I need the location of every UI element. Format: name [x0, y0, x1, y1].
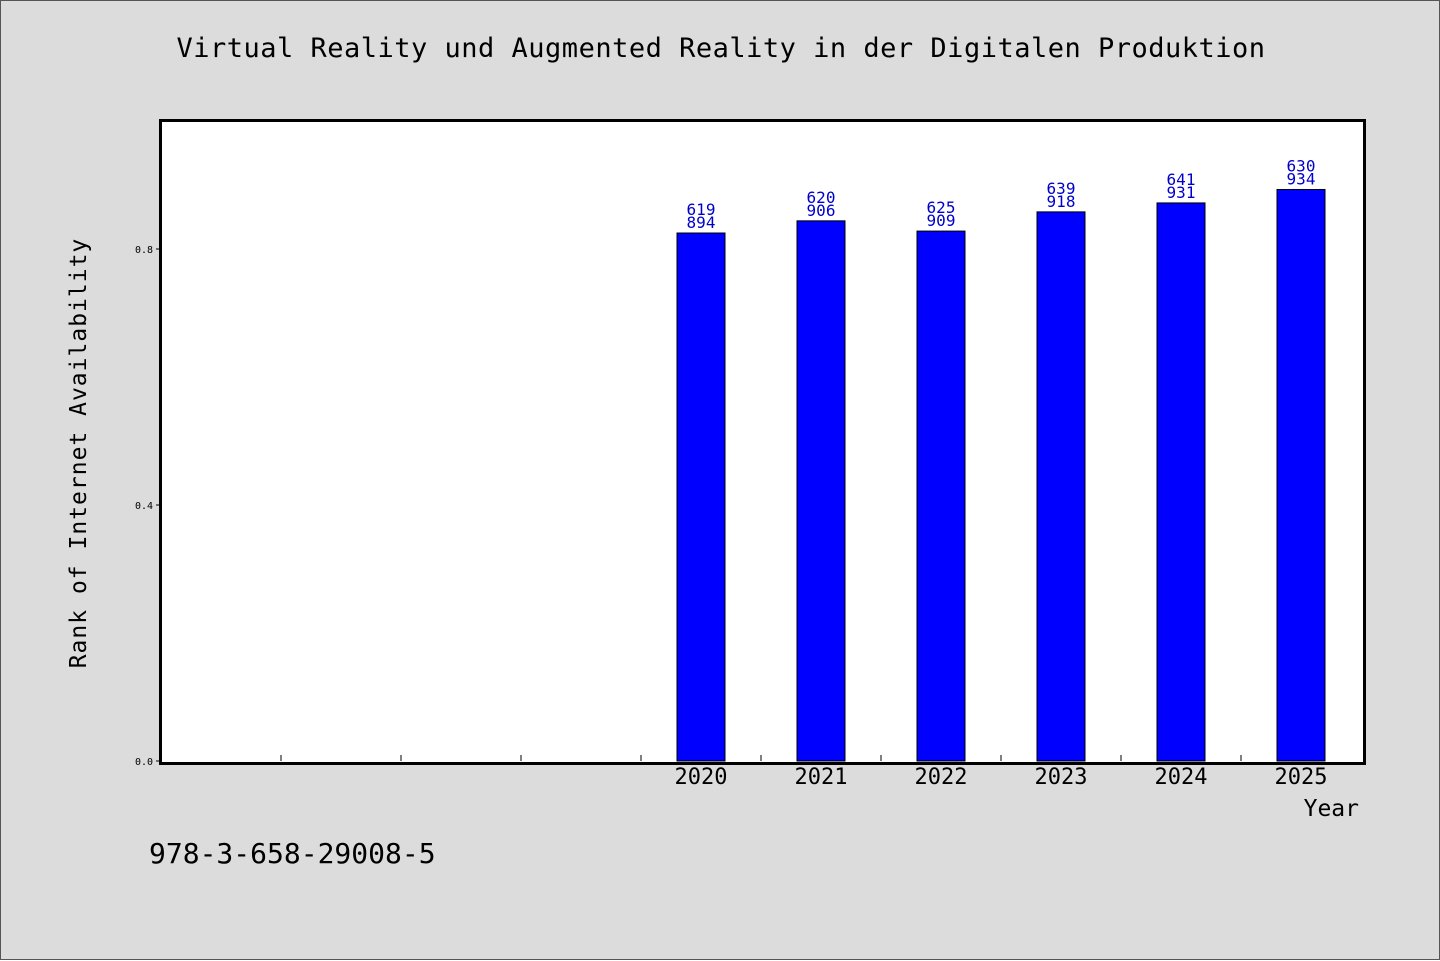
bar-data-label: 906 [807, 201, 836, 220]
y-tick-label: 0.0 [135, 757, 153, 768]
y-axis-label: Rank of Internet Availability [66, 237, 92, 669]
bar-data-label: 894 [687, 213, 716, 232]
x-tick-label: 2025 [1275, 765, 1328, 790]
bar-data-label: 639 [1047, 179, 1076, 198]
x-tick-label: 2021 [795, 765, 848, 790]
bar-data-label: 918 [1047, 192, 1076, 211]
bar-data-label: 619 [687, 200, 716, 219]
bar-data-label: 641 [1167, 170, 1196, 189]
bar [1276, 188, 1326, 762]
bar-data-label: 931 [1167, 183, 1196, 202]
isbn-text: 978-3-658-29008-5 [149, 837, 436, 870]
x-tick-label: 2024 [1155, 765, 1208, 790]
bar-data-label: 630 [1287, 156, 1316, 175]
bar [1036, 211, 1086, 762]
bar [676, 232, 726, 762]
bar [916, 230, 966, 762]
x-tick-label: 2022 [915, 765, 968, 790]
chart-title: Virtual Reality und Augmented Reality in… [176, 33, 1266, 64]
bar-data-label: 625 [927, 198, 956, 217]
x-tick-label: 2023 [1035, 765, 1088, 790]
bar-data-label: 909 [927, 211, 956, 230]
bar [796, 220, 846, 762]
y-tick-label: 0.4 [135, 501, 153, 512]
x-tick-label: 2020 [675, 765, 728, 790]
bar-data-label: 934 [1287, 169, 1316, 188]
x-axis-label: Year [1303, 796, 1359, 822]
bar-data-label: 620 [807, 188, 836, 207]
y-tick-label: 0.8 [135, 245, 153, 256]
bar [1156, 202, 1206, 762]
